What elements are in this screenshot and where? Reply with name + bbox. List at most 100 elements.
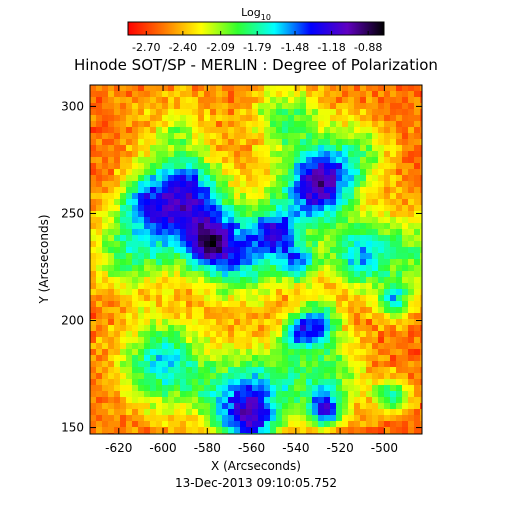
heatmap-cell — [360, 205, 366, 211]
heatmap-cell — [330, 361, 336, 367]
heatmap-cell — [168, 199, 174, 205]
heatmap-cell — [282, 259, 288, 265]
heatmap-cell — [222, 319, 228, 325]
heatmap-cell — [192, 337, 198, 343]
y-axis-label: Y (Arcseconds) — [37, 214, 51, 304]
heatmap-cell — [408, 397, 414, 403]
heatmap-cell — [252, 217, 258, 223]
heatmap-cell — [162, 223, 168, 229]
heatmap-cell — [204, 409, 210, 415]
heatmap-cell — [378, 127, 384, 133]
heatmap-cell — [384, 253, 390, 259]
heatmap-cell — [180, 151, 186, 157]
x-tick-label: -620 — [105, 441, 132, 455]
heatmap-cell — [384, 229, 390, 235]
heatmap-cell — [306, 133, 312, 139]
heatmap-cell — [348, 199, 354, 205]
heatmap-cell — [402, 397, 408, 403]
heatmap-cell — [330, 187, 336, 193]
heatmap-cell — [180, 175, 186, 181]
heatmap-cell — [102, 379, 108, 385]
x-tick-label: -600 — [149, 441, 176, 455]
heatmap-cell — [90, 271, 96, 277]
heatmap-cell — [246, 193, 252, 199]
heatmap-cell — [120, 283, 126, 289]
heatmap-cell — [294, 169, 300, 175]
heatmap-cell — [234, 355, 240, 361]
heatmap-cell — [144, 169, 150, 175]
heatmap-cell — [252, 415, 258, 421]
heatmap-cell — [402, 271, 408, 277]
heatmap-cell — [396, 385, 402, 391]
heatmap-cell — [132, 133, 138, 139]
heatmap-cell — [162, 319, 168, 325]
heatmap-cell — [252, 277, 258, 283]
heatmap-cell — [102, 289, 108, 295]
heatmap-cell — [330, 103, 336, 109]
heatmap-cell — [336, 103, 342, 109]
heatmap-cell — [360, 187, 366, 193]
heatmap-cell — [288, 229, 294, 235]
heatmap-cell — [264, 277, 270, 283]
heatmap-cell — [90, 295, 96, 301]
heatmap-cell — [324, 133, 330, 139]
heatmap-cell — [336, 235, 342, 241]
heatmap-cell — [186, 121, 192, 127]
heatmap-cell — [234, 259, 240, 265]
heatmap-cell — [414, 319, 420, 325]
heatmap-cell — [402, 391, 408, 397]
heatmap-cell — [282, 139, 288, 145]
heatmap-cell — [282, 157, 288, 163]
heatmap-cell — [420, 163, 422, 169]
heatmap-cell — [372, 199, 378, 205]
heatmap-cell — [342, 307, 348, 313]
heatmap-cell — [330, 205, 336, 211]
heatmap-cell — [138, 133, 144, 139]
heatmap-cell — [192, 301, 198, 307]
heatmap-cell — [366, 139, 372, 145]
heatmap-cell — [210, 187, 216, 193]
heatmap-cell — [162, 85, 168, 91]
heatmap-cell — [96, 121, 102, 127]
heatmap-cell — [156, 163, 162, 169]
heatmap-cell — [264, 151, 270, 157]
heatmap-cell — [366, 121, 372, 127]
heatmap-cell — [204, 151, 210, 157]
heatmap-cell — [126, 175, 132, 181]
heatmap-cell — [234, 367, 240, 373]
heatmap-cell — [186, 241, 192, 247]
heatmap-cell — [276, 409, 282, 415]
heatmap-cell — [300, 103, 306, 109]
heatmap-cell — [390, 139, 396, 145]
heatmap-cell — [114, 259, 120, 265]
heatmap-cell — [372, 175, 378, 181]
heatmap-cell — [354, 349, 360, 355]
heatmap-cell — [390, 253, 396, 259]
heatmap-cell — [384, 277, 390, 283]
heatmap-cell — [270, 397, 276, 403]
heatmap-cell — [384, 301, 390, 307]
heatmap-cell — [126, 343, 132, 349]
heatmap-cell — [114, 103, 120, 109]
heatmap-cell — [186, 139, 192, 145]
heatmap-cell — [96, 151, 102, 157]
heatmap-cell — [384, 169, 390, 175]
heatmap-cell — [156, 91, 162, 97]
heatmap-cell — [288, 163, 294, 169]
heatmap-cell — [420, 397, 422, 403]
chart-title: Hinode SOT/SP - MERLIN : Degree of Polar… — [74, 56, 438, 74]
x-axis-label: X (Arcseconds) — [211, 459, 301, 473]
heatmap-cell — [402, 295, 408, 301]
heatmap-cell — [150, 169, 156, 175]
heatmap-cell — [372, 139, 378, 145]
heatmap-cell — [102, 301, 108, 307]
heatmap-cell — [384, 241, 390, 247]
heatmap-cell — [342, 241, 348, 247]
heatmap-cell — [264, 133, 270, 139]
heatmap-cell — [312, 91, 318, 97]
heatmap-cell — [210, 397, 216, 403]
heatmap-cell — [396, 355, 402, 361]
heatmap-cell — [102, 409, 108, 415]
heatmap-cell — [138, 259, 144, 265]
heatmap-cell — [138, 169, 144, 175]
